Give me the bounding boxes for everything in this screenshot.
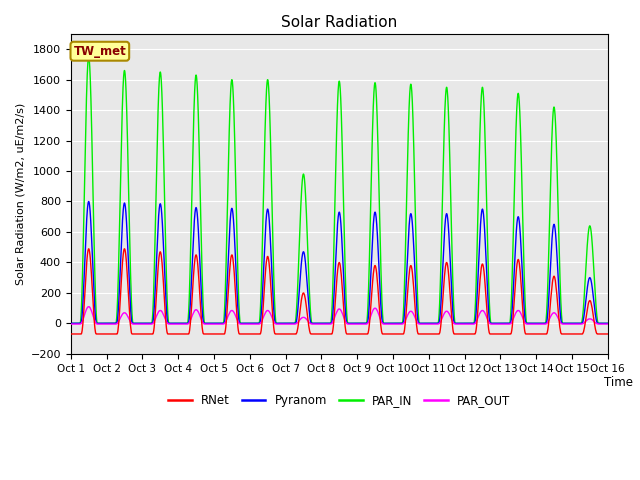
Pyranom (67, 321, 75, 326)
RNet (182, 331, 189, 337)
PAR_IN (490, 321, 497, 326)
RNet (413, 328, 421, 334)
RNet (268, 300, 276, 305)
Pyranom (602, 321, 610, 326)
PAR_OUT (268, 314, 276, 320)
X-axis label: Time: Time (604, 376, 633, 389)
Pyranom (490, 321, 497, 326)
PAR_IN (176, 321, 184, 326)
PAR_OUT (182, 321, 189, 327)
PAR_OUT (413, 319, 421, 325)
Legend: RNet, Pyranom, PAR_IN, PAR_OUT: RNet, Pyranom, PAR_IN, PAR_OUT (163, 389, 515, 412)
Pyranom (268, 269, 276, 275)
PAR_IN (604, 321, 612, 326)
PAR_OUT (602, 321, 610, 327)
Pyranom (182, 321, 189, 326)
Pyranom (604, 321, 612, 326)
PAR_OUT (67, 321, 75, 327)
Pyranom (413, 312, 421, 317)
PAR_OUT (84, 304, 92, 310)
RNet (602, 331, 610, 337)
Line: PAR_IN: PAR_IN (71, 57, 608, 324)
RNet (84, 246, 92, 252)
Text: TW_met: TW_met (74, 45, 126, 58)
RNet (176, 331, 184, 337)
PAR_OUT (176, 321, 184, 327)
Line: RNet: RNet (71, 249, 608, 334)
PAR_OUT (490, 321, 497, 327)
Pyranom (176, 321, 184, 326)
PAR_IN (602, 321, 610, 326)
PAR_IN (413, 285, 421, 290)
RNet (604, 331, 612, 337)
Y-axis label: Solar Radiation (W/m2, uE/m2/s): Solar Radiation (W/m2, uE/m2/s) (15, 103, 25, 285)
Line: PAR_OUT: PAR_OUT (71, 307, 608, 324)
PAR_IN (85, 54, 93, 60)
Title: Solar Radiation: Solar Radiation (281, 15, 397, 30)
PAR_IN (268, 193, 276, 199)
Pyranom (85, 199, 93, 204)
RNet (490, 331, 497, 337)
Line: Pyranom: Pyranom (71, 202, 608, 324)
RNet (67, 331, 75, 337)
PAR_IN (182, 321, 189, 326)
PAR_IN (67, 321, 75, 326)
PAR_OUT (604, 321, 612, 327)
